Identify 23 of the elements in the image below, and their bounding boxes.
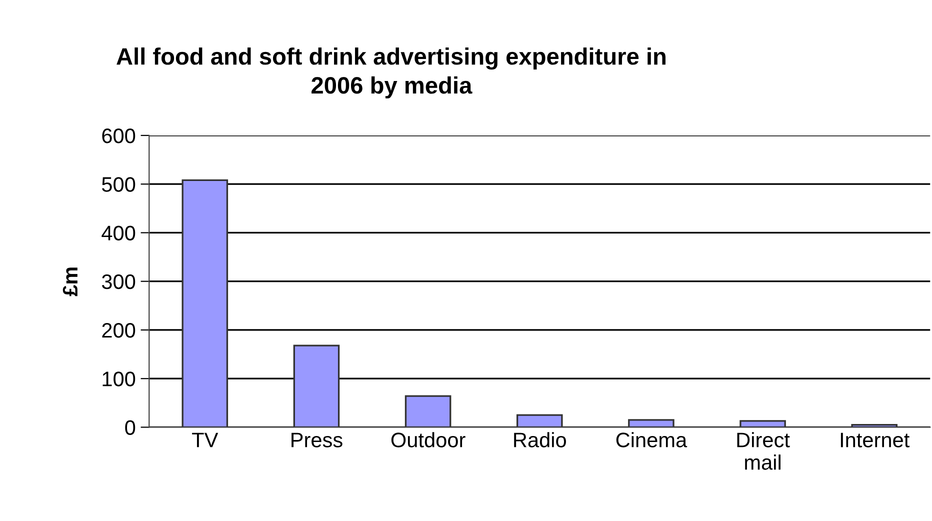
bar — [516, 414, 563, 428]
x-tick-label: Internet — [840, 432, 910, 448]
x-tick-label: TV — [192, 432, 218, 448]
y-tick-label: 600 — [102, 128, 136, 144]
y-tick-label: 0 — [125, 420, 136, 435]
bar — [404, 395, 452, 428]
chart-title: All food and soft drink advertising expenditure in 2006 by media — [116, 47, 666, 98]
x-tick-label: Direct mail — [737, 432, 790, 470]
bar — [628, 419, 674, 428]
x-tick-label: Cinema — [616, 432, 688, 448]
y-tick-label: 300 — [102, 274, 136, 290]
y-axis-title: £m — [62, 268, 78, 296]
y-tick-label: 100 — [102, 372, 136, 386]
y-tick-label: 400 — [102, 226, 136, 240]
bar — [293, 344, 340, 428]
bar — [851, 424, 898, 428]
y-tick-label: 200 — [102, 322, 136, 338]
bar — [182, 179, 228, 428]
x-tick-label: Press — [292, 432, 342, 448]
x-tick-label: Outdoor — [391, 432, 466, 448]
bar — [740, 420, 786, 428]
x-tick-label: Radio — [514, 432, 566, 448]
y-tick-label: 500 — [102, 177, 136, 192]
